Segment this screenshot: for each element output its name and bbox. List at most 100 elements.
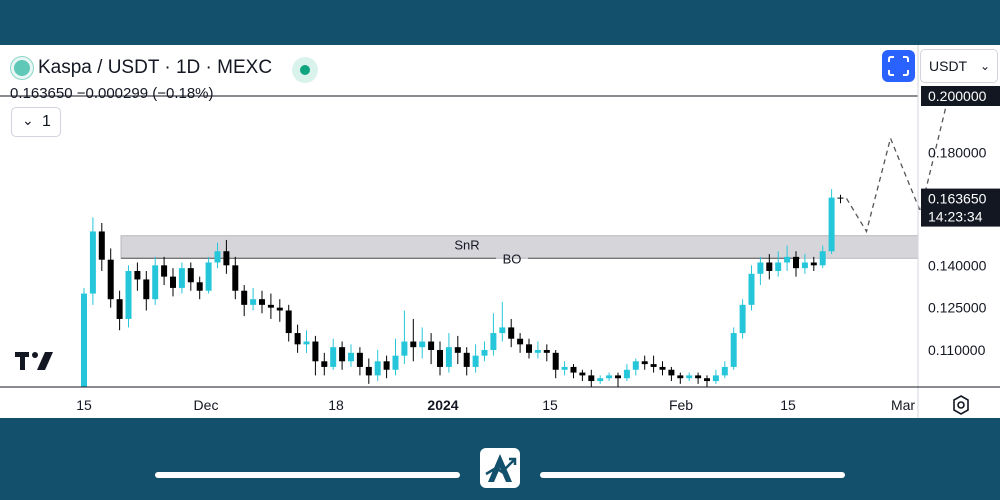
y-tick-label: 0.110000 — [928, 342, 986, 358]
current-price-tag — [921, 188, 1000, 227]
candle-body — [259, 299, 265, 305]
candle-body — [365, 366, 372, 376]
candle-body — [526, 344, 532, 353]
candle-body — [632, 361, 639, 370]
candle-body — [276, 307, 283, 311]
target-price-tag — [921, 86, 1000, 106]
candle-body — [552, 352, 559, 370]
candle-body — [89, 231, 96, 294]
candle-body — [704, 378, 710, 382]
candle-body — [196, 282, 203, 291]
market-live-icon — [292, 57, 318, 83]
candlestick-chart: SnR BO 0.200000 0.180000 0.140000 0.125000 0.… — [0, 45, 1000, 418]
candle-body — [801, 262, 808, 269]
candle-body — [356, 352, 363, 367]
x-tick-label: 15 — [780, 397, 796, 413]
candle-body — [623, 369, 630, 379]
candle-body — [481, 350, 488, 356]
y-tick-label: 0.180000 — [928, 144, 987, 160]
candle-body — [81, 293, 87, 387]
candle-body — [517, 338, 524, 345]
x-tick-label: Feb — [669, 397, 693, 413]
candle-body — [615, 375, 621, 379]
candle-body — [161, 265, 168, 277]
candle-body — [428, 341, 435, 350]
projection-path — [845, 95, 950, 234]
candle-body — [543, 350, 550, 353]
candle-body — [819, 251, 826, 266]
x-tick-label: Dec — [194, 397, 219, 413]
candle-body — [659, 366, 666, 370]
candle-body — [766, 262, 773, 271]
candle-body — [303, 341, 310, 345]
candle-body — [125, 270, 132, 319]
candle-body — [392, 355, 399, 370]
candle-body — [205, 262, 212, 291]
fullscreen-button[interactable] — [882, 50, 915, 82]
candle-body — [739, 304, 746, 334]
x-tick-label: 15 — [542, 397, 558, 413]
candle-body — [321, 361, 328, 367]
settings-icon[interactable] — [950, 394, 972, 418]
candle-body — [223, 251, 230, 266]
candle-body — [98, 231, 105, 260]
y-tick-label: 0.200000 — [928, 88, 987, 104]
price-change-readout: 0.163650 −0.000299 (−0.18%) — [10, 85, 214, 102]
candle-body — [312, 341, 319, 362]
candle-body — [793, 256, 799, 269]
candle-body — [285, 310, 292, 334]
candle-body — [187, 268, 194, 283]
current-price-label: 0.163650 — [928, 191, 987, 207]
candle-body — [695, 375, 702, 379]
x-tick-label: 15 — [76, 397, 92, 413]
candle-body — [508, 327, 515, 339]
candle-body — [294, 333, 301, 345]
candle-body — [454, 347, 461, 353]
candle-body — [606, 375, 613, 379]
fullscreen-icon — [888, 56, 909, 76]
candle-body — [241, 290, 248, 305]
snr-label: SnR — [454, 238, 479, 253]
candle-body — [143, 279, 150, 300]
candle-body — [499, 327, 506, 334]
tradingview-logo-icon — [15, 352, 53, 370]
candle-body — [178, 268, 185, 288]
candle-body — [339, 347, 346, 362]
candle-body — [410, 341, 417, 348]
candle-body — [677, 375, 684, 379]
candle-body — [641, 361, 648, 365]
y-tick-label: 0.125000 — [928, 300, 987, 316]
candle-body — [330, 347, 337, 367]
candle-body — [472, 355, 479, 367]
candle-body — [721, 366, 728, 376]
candle-body — [348, 352, 354, 362]
candle-body — [784, 256, 791, 263]
nav-bar-left — [155, 472, 460, 478]
candle-body — [116, 299, 123, 319]
candle-body — [214, 251, 221, 263]
candle-body — [490, 333, 497, 350]
currency-select[interactable]: USDT ⌄ — [920, 49, 998, 83]
candle-body — [107, 259, 114, 300]
kaspa-logo-icon — [11, 57, 33, 79]
interval-toggle[interactable]: ⌄ 1 — [11, 107, 61, 137]
candle-body — [134, 270, 141, 280]
candle-body — [730, 333, 737, 367]
candle-body — [445, 347, 452, 367]
candle-body — [401, 341, 408, 356]
candle-body — [597, 378, 604, 382]
candle-body — [534, 350, 541, 353]
candle-body — [810, 262, 817, 266]
nav-bar-right — [540, 472, 845, 478]
candle-body — [775, 262, 782, 271]
symbol-title[interactable]: Kaspa / USDT · 1D · MEXC — [38, 57, 273, 78]
x-tick-label: 2024 — [427, 397, 458, 413]
currency-value: USDT — [929, 58, 968, 74]
candle-body — [267, 304, 274, 308]
candle-body — [748, 273, 755, 305]
candle-body — [579, 372, 586, 376]
chevron-down-icon: ⌄ — [22, 112, 34, 128]
candle-body — [383, 361, 390, 370]
candle-body — [437, 350, 443, 367]
candle-body — [837, 197, 844, 199]
